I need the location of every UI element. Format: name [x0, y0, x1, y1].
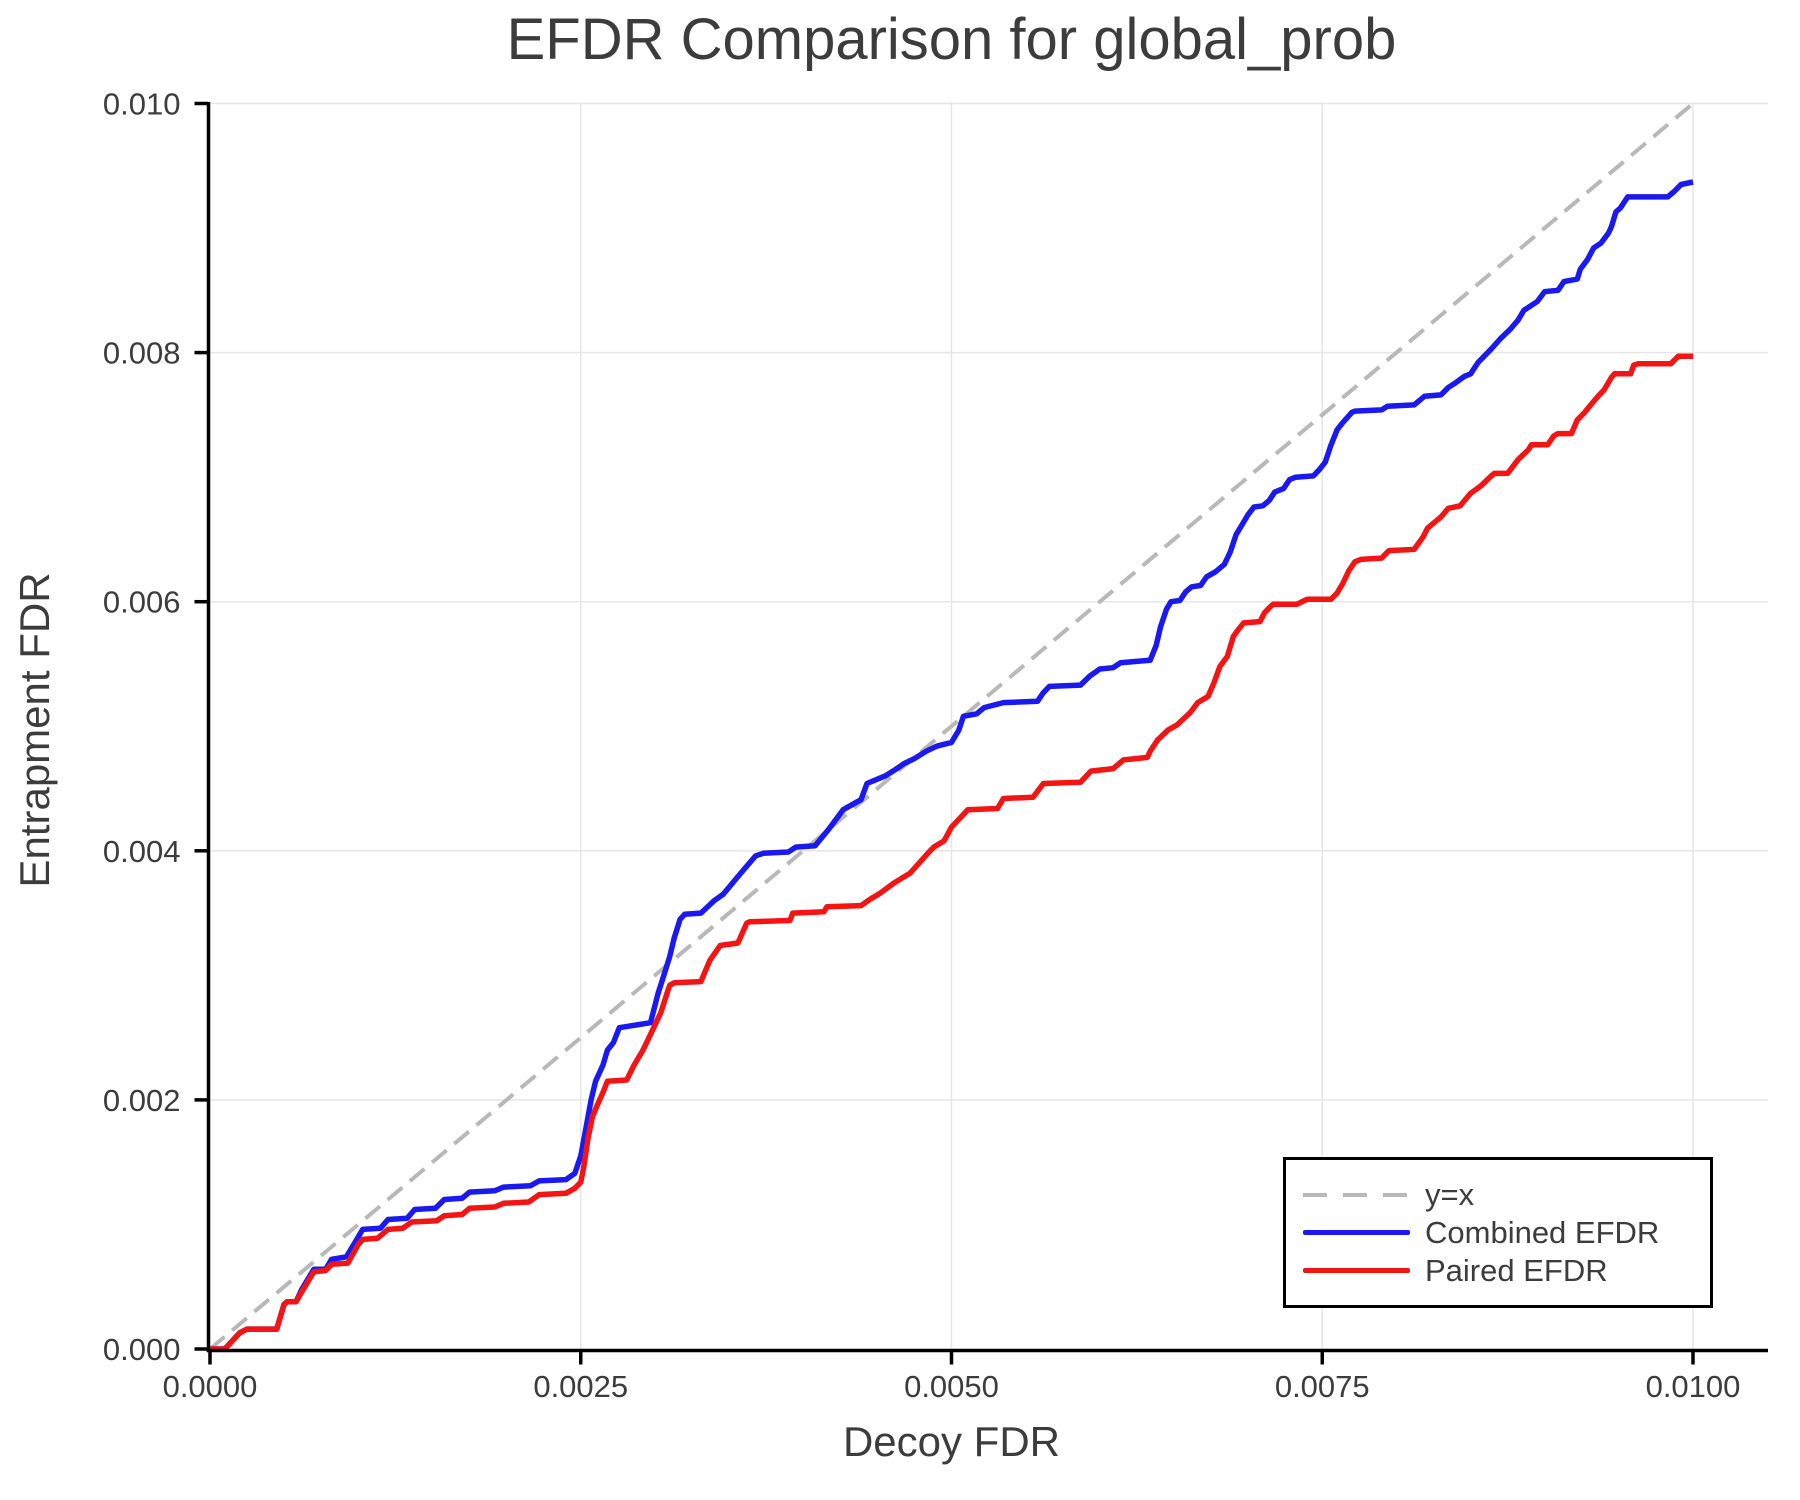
x-tick-label: 0.0050	[904, 1369, 999, 1404]
series-line-y-x	[208, 101, 1695, 1351]
x-tick-label: 0.0000	[163, 1369, 258, 1404]
dashed-line-swatch	[1303, 1192, 1410, 1197]
legend-label: Combined EFDR	[1425, 1215, 1660, 1250]
blue-line-swatch	[1303, 1230, 1410, 1235]
y-tick-label: 0.008	[103, 336, 181, 371]
legend-label: y=x	[1425, 1177, 1475, 1212]
x-tick-label: 0.0025	[533, 1369, 628, 1404]
legend-item-paired-efdr: Paired EFDR	[1286, 1252, 1710, 1290]
legend: y=x Combined EFDR Paired EFDR	[1283, 1157, 1713, 1308]
x-tick-label: 0.0100	[1646, 1369, 1741, 1404]
chart-title: EFDR Comparison for global_prob	[506, 7, 1397, 72]
x-tick-label: 0.0075	[1275, 1369, 1370, 1404]
y-tick-label: 0.006	[103, 585, 181, 620]
y-tick-label: 0.002	[103, 1083, 181, 1118]
y-tick-label: 0.004	[103, 834, 181, 869]
x-axis-label: Decoy FDR	[842, 1418, 1061, 1465]
legend-item-combined-efdr: Combined EFDR	[1286, 1214, 1710, 1252]
legend-item-yx: y=x	[1286, 1176, 1710, 1214]
red-line-swatch	[1303, 1268, 1410, 1273]
y-axis-label: Entrapment FDR	[11, 572, 58, 888]
series-line-combined-efdr	[210, 179, 1694, 1352]
series-line-paired-efdr	[210, 353, 1693, 1352]
y-tick-label: 0.000	[103, 1332, 181, 1367]
legend-label: Paired EFDR	[1425, 1253, 1608, 1288]
y-tick-label: 0.010	[103, 87, 181, 122]
